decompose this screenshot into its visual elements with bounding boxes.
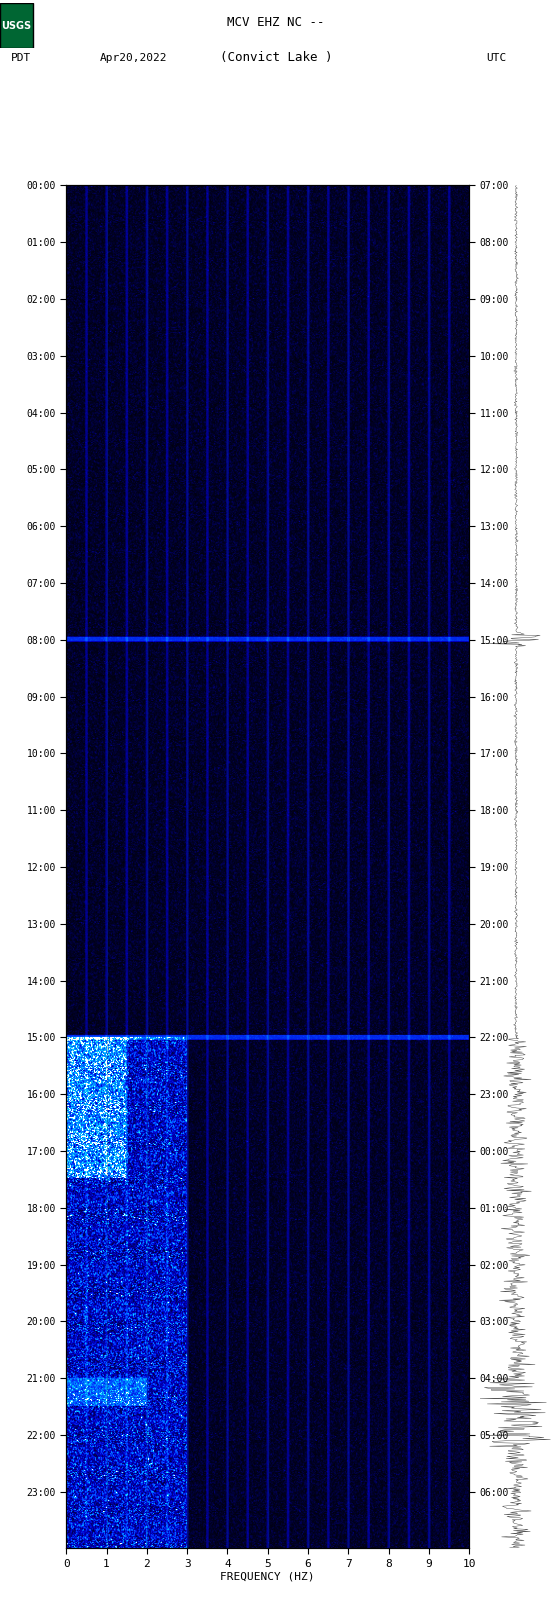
Text: USGS: USGS	[2, 21, 31, 31]
X-axis label: FREQUENCY (HZ): FREQUENCY (HZ)	[220, 1571, 315, 1582]
Text: Apr20,2022: Apr20,2022	[99, 53, 167, 63]
FancyBboxPatch shape	[0, 3, 33, 48]
Text: UTC: UTC	[486, 53, 506, 63]
Text: (Convict Lake ): (Convict Lake )	[220, 52, 332, 65]
Text: MCV EHZ NC --: MCV EHZ NC --	[227, 16, 325, 29]
Text: PDT: PDT	[11, 53, 31, 63]
